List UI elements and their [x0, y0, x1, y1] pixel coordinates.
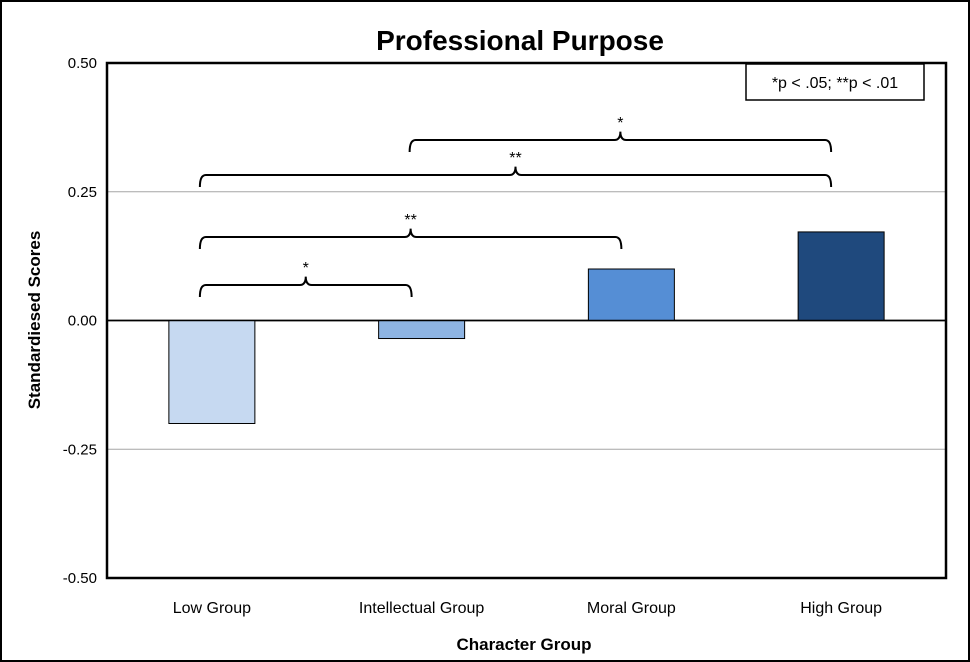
significance-note-text: *p < .05; **p < .01 [772, 75, 898, 92]
significance-bracket [198, 276, 413, 298]
significance-note-box [745, 63, 925, 101]
significance-bracket [198, 166, 833, 188]
y-tick-label: 0.25 [68, 184, 97, 201]
significance-note: *p < .05; **p < .01 [745, 63, 925, 101]
significance-label: * [617, 115, 623, 132]
bar-moral-group [587, 268, 675, 321]
x-category-labels: Low Group Intellectual Group Moral Group Hi… [173, 600, 882, 617]
x-axis-title: Character Group [456, 635, 591, 654]
y-tick-label: -0.50 [63, 570, 97, 587]
significance-bracket [408, 131, 833, 153]
significance-brackets: ****** [198, 115, 833, 298]
y-axis-title: Standardiesed Scores [25, 231, 44, 410]
bar-low-group [168, 320, 256, 424]
y-tick-label: 0.00 [68, 313, 97, 330]
bars [107, 231, 946, 424]
significance-label: ** [404, 212, 416, 229]
bar-high-group [797, 231, 885, 321]
x-category-label: High Group [800, 600, 882, 617]
significance-label: * [303, 260, 309, 277]
x-category-label: Intellectual Group [359, 600, 485, 617]
y-tick-label: 0.50 [68, 55, 97, 72]
chart-title: Professional Purpose [376, 25, 664, 56]
y-tick-labels: 0.50 0.25 0.00 -0.25 -0.50 [63, 55, 97, 587]
significance-label: ** [509, 150, 521, 167]
y-tick-label: -0.25 [63, 441, 97, 458]
x-category-label: Moral Group [587, 600, 676, 617]
x-category-label: Low Group [173, 600, 251, 617]
bar-intellectual-group [378, 320, 466, 340]
significance-bracket [198, 228, 623, 250]
